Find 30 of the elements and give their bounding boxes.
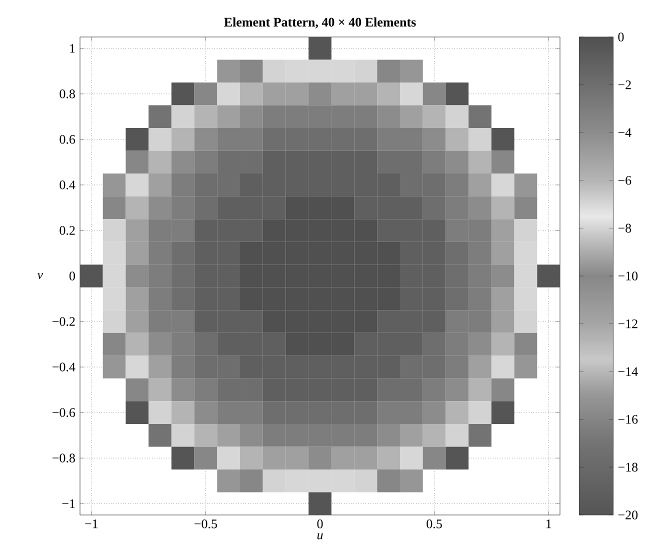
color-bar-label: −20 [618,510,638,520]
y-tick-label: 0.8 [60,89,75,98]
y-tick-label: 0.4 [60,180,76,190]
y-tick-label: 0 [69,272,75,280]
y-tick-label: 0.2 [60,226,75,235]
x-axis-title: u [317,533,323,540]
y-tick-label: 1 [70,44,75,53]
color-bar-label: −12 [618,319,638,328]
color-bar-label: −8 [618,224,632,233]
color-bar-label: −18 [618,462,638,472]
x-tick-label: −1 [85,520,98,528]
x-tick-label: −0.5 [194,520,217,528]
chart-title: Element Pattern, 40 × 40 Elements [224,17,416,28]
y-tick-label: −1 [62,499,75,508]
y-tick-label: −0.4 [52,362,76,372]
color-bar-label: −16 [618,415,638,424]
x-tick-label: 1 [546,520,552,528]
color-bar-label: 0 [618,32,624,42]
x-tick-label: 0.5 [426,520,442,528]
color-bar-label: −2 [618,80,631,90]
y-tick-label: −0.8 [52,454,75,462]
y-tick-label: −0.6 [52,408,76,417]
y-tick-label: −0.2 [52,317,75,326]
color-bar-label: −4 [618,128,632,137]
color-bar-label: −14 [618,367,638,376]
y-tick-label: 0.6 [60,135,76,144]
x-tick-label: 0 [317,520,323,528]
color-bar-label: −6 [618,176,632,185]
y-axis-title: v [37,272,44,280]
color-bar-label: −10 [618,272,638,280]
